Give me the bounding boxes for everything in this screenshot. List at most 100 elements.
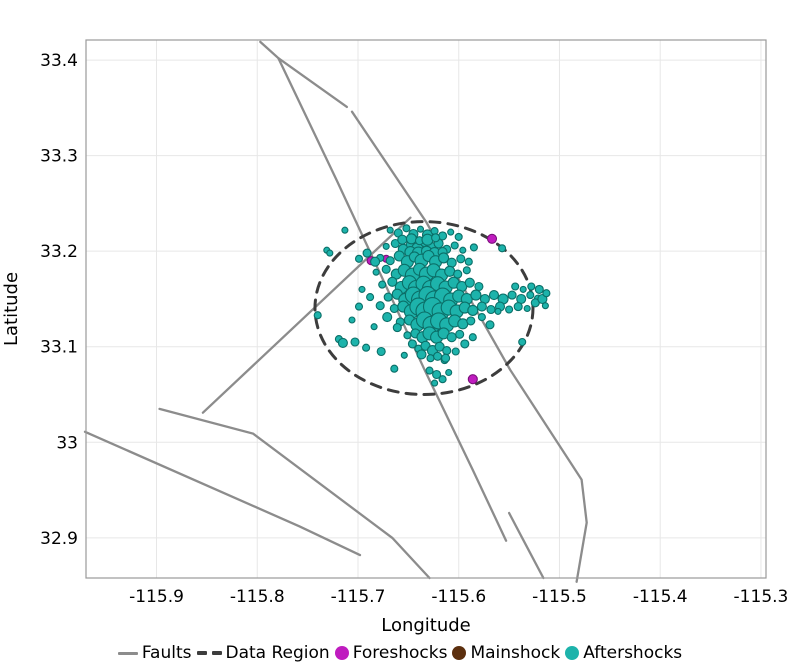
- aftershock-point: [326, 249, 334, 257]
- y-tick-label: 33.4: [40, 51, 78, 71]
- aftershock-point: [402, 224, 411, 233]
- aftershock-point: [527, 282, 536, 291]
- aftershock-point: [474, 281, 484, 292]
- aftershock-point: [445, 368, 453, 377]
- fault-line: [83, 430, 362, 557]
- x-tick-label: -115.4: [633, 587, 688, 607]
- y-tick-label: 33: [56, 433, 78, 453]
- x-tick-label: -115.3: [734, 587, 789, 607]
- aftershock-point: [453, 269, 463, 279]
- legend-label-aftershocks: Aftershocks: [583, 643, 683, 663]
- aftershock-point: [382, 312, 393, 323]
- faults-line-swatch: [117, 651, 138, 655]
- aftershock-point: [383, 292, 393, 302]
- aftershock-point: [470, 289, 482, 301]
- legend-label-data-region: Data Region: [225, 643, 330, 663]
- x-tick-labels: -115.9 -115.8 -115.7 -115.6 -115.5 -115.4 -115…: [129, 587, 788, 607]
- fault-line: [507, 511, 545, 580]
- aftershock-point: [372, 268, 380, 276]
- aftershock-point: [467, 304, 479, 316]
- aftershock-point: [403, 331, 412, 340]
- aftershock-point: [534, 284, 544, 294]
- aftershock-point: [505, 305, 514, 314]
- aftershock-point: [416, 349, 427, 360]
- aftershock-point: [441, 353, 451, 363]
- aftershock-point: [454, 232, 463, 241]
- aftershock-point: [460, 339, 470, 349]
- aftershock-point: [444, 265, 456, 277]
- aftershock-point: [362, 248, 372, 258]
- aftershock-point: [354, 254, 364, 263]
- aftershocks-dot-swatch: [565, 646, 580, 660]
- legend-item-mainshock: Mainshock: [452, 643, 560, 663]
- aftershock-point: [519, 285, 527, 293]
- data-region-outline: [313, 220, 535, 397]
- aftershock-point: [451, 347, 460, 356]
- aftershock-point: [378, 280, 387, 289]
- aftershock-point: [405, 233, 417, 245]
- plot-frame: [85, 39, 767, 579]
- aftershock-point: [400, 351, 408, 359]
- aftershock-point: [476, 301, 487, 312]
- fault-line: [201, 216, 412, 414]
- aftershock-point: [541, 302, 549, 310]
- y-tick-label: 33.3: [40, 147, 78, 167]
- aftershock-point: [450, 241, 459, 250]
- aftershock-point: [421, 233, 434, 246]
- aftershock-point: [468, 333, 477, 342]
- aftershock-point: [407, 339, 417, 349]
- aftershock-point: [416, 225, 425, 233]
- aftershock-point: [366, 293, 375, 302]
- fault-line: [277, 57, 349, 109]
- aftershock-point: [354, 302, 364, 311]
- aftershock-point: [389, 303, 399, 314]
- aftershock-point: [466, 316, 476, 326]
- aftershock-point: [385, 256, 395, 266]
- aftershock-point: [431, 379, 439, 387]
- x-tick-label: -115.5: [532, 587, 587, 607]
- data-region-dash-swatch: [196, 651, 222, 655]
- legend-item-faults: Faults: [117, 643, 192, 663]
- aftershock-point: [455, 329, 465, 339]
- aftershock-point: [337, 337, 348, 348]
- legend-item-aftershocks: Aftershocks: [565, 643, 682, 663]
- aftershock-point: [431, 233, 441, 243]
- aftershock-point: [362, 343, 371, 352]
- legend-item-foreshocks: Foreshocks: [334, 643, 448, 663]
- aftershock-point: [462, 266, 471, 275]
- aftershock-point: [456, 254, 466, 264]
- aftershock-point: [486, 304, 496, 315]
- aftershock-point: [469, 243, 478, 252]
- aftershock-point: [376, 346, 386, 357]
- foreshock-point: [467, 374, 478, 385]
- aftershock-point: [370, 323, 378, 331]
- aftershock-point: [507, 290, 517, 300]
- legend: Faults Data Region Foreshocks Mainshock …: [0, 640, 800, 666]
- x-tick-label: -115.9: [129, 587, 184, 607]
- aftershock-point: [348, 316, 356, 324]
- aftershock-point: [442, 346, 452, 356]
- legend-label-faults: Faults: [141, 643, 192, 663]
- aftershock-point: [488, 290, 500, 301]
- aftershock-point: [397, 234, 408, 245]
- aftershock-point: [464, 277, 475, 288]
- y-tick-labels: 32.9 33 33.1 33.2 33.3 33.4: [40, 51, 78, 549]
- y-tick-label: 33.1: [40, 338, 78, 358]
- aftershock-point: [341, 226, 349, 234]
- aftershock-point: [464, 257, 473, 266]
- aftershock-point: [511, 282, 520, 291]
- aftershock-point: [494, 307, 502, 315]
- aftershock-point: [392, 323, 402, 333]
- legend-label-foreshocks: Foreshocks: [352, 643, 448, 663]
- legend-item-data-region: Data Region: [196, 643, 330, 663]
- aftershock-point: [433, 351, 443, 361]
- legend-label-mainshock: Mainshock: [470, 643, 561, 663]
- aftershock-point: [526, 291, 535, 300]
- aftershock-point: [390, 364, 399, 373]
- aftershock-point: [498, 244, 507, 253]
- aftershocks-layer: [313, 224, 551, 387]
- aftershock-point: [386, 226, 394, 234]
- aftershock-point: [542, 289, 551, 298]
